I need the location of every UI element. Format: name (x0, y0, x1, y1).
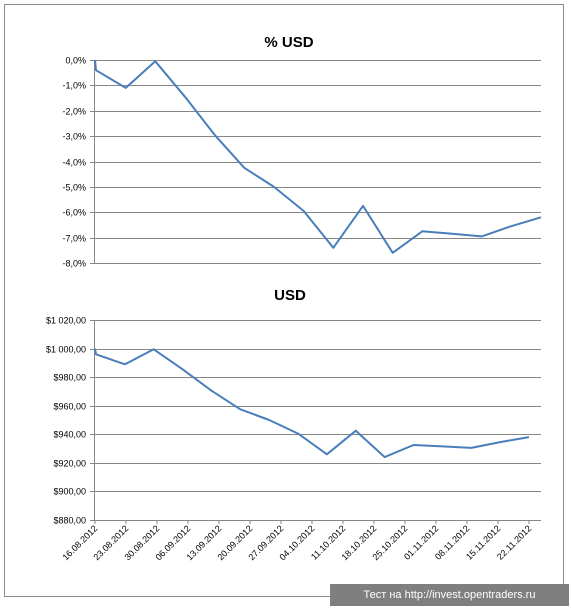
y-tick-label: -5,0% (62, 183, 86, 193)
y-tick-label: $980,00 (53, 373, 86, 383)
y-tick-label: -2,0% (62, 107, 86, 117)
y-tick-label: -6,0% (62, 208, 86, 218)
y-tick-label: $880,00 (53, 516, 86, 526)
y-tick-label: -7,0% (62, 234, 86, 244)
series-line (94, 59, 542, 254)
chart-title: % USD (264, 34, 313, 51)
y-tick-label: $1 000,00 (46, 345, 86, 355)
chart-title: USD (274, 287, 306, 304)
y-tick-label: -4,0% (62, 158, 86, 168)
y-tick-label: -8,0% (62, 259, 86, 269)
y-gridlines (90, 320, 541, 521)
y-tick-label: $940,00 (53, 430, 86, 440)
series-line (94, 348, 530, 459)
y-tick-label: $960,00 (53, 402, 86, 412)
y-tick-labels: 0,0% -1,0% -2,0% -3,0% -4,0% -5,0% -6,0% -7,0% -… (62, 56, 86, 269)
y-tick-label: -1,0% (62, 81, 86, 91)
y-tick-label: -3,0% (62, 132, 86, 142)
y-gridlines (90, 60, 541, 264)
x-tick-labels: 16.08.201223.08.201230.08.201206.09.2012… (60, 520, 533, 562)
y-tick-label: $900,00 (53, 487, 86, 497)
chart-usd: USD $1 020,00 $1 000,00 $980,00 $960,00 $940… (46, 287, 541, 562)
y-tick-label: 0,0% (65, 56, 86, 66)
watermark-label: Тест на http://invest.opentraders.ru (330, 584, 569, 606)
chart-frame (4, 4, 564, 597)
chart-percent-usd: % USD 0,0% -1,0% -2,0% -3,0% -4,0% -5,0% -6,0%… (62, 34, 542, 269)
y-tick-label: $920,00 (53, 459, 86, 469)
y-tick-label: $1 020,00 (46, 316, 86, 326)
y-tick-labels: $1 020,00 $1 000,00 $980,00 $960,00 $940,00 $… (46, 316, 86, 526)
